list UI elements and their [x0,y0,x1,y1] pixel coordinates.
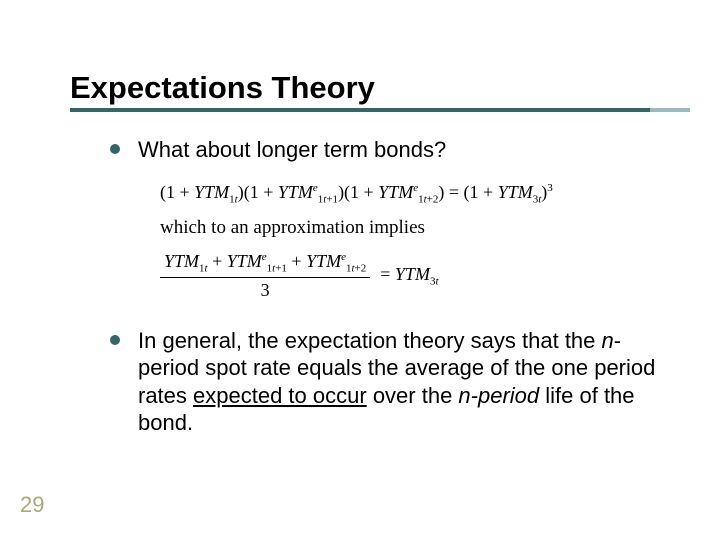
formula-approx-text: which to an approximation implies [160,217,665,239]
bullet-icon [110,144,120,154]
slide-title: Expectations Theory [70,70,375,108]
title-underline-tail [650,108,690,112]
title-block: Expectations Theory [70,70,665,108]
formula-block: (1 + YTM1t)(1 + YTMe1t+1)(1 + YTMe1t+2) … [160,182,665,301]
bullet-2: In general, the expectation theory says … [110,327,665,437]
bullet-icon [110,335,120,345]
formula-rhs: = YTM3t [380,264,438,288]
slide: Expectations Theory What about longer te… [0,0,720,540]
page-number: 29 [20,492,44,518]
title-underline [70,108,650,112]
bullet-1: What about longer term bonds? [110,136,665,164]
bullet-2-p4: expected to occur [193,383,367,408]
formula-line-2: YTM1t + YTMe1t+1 + YTMe1t+2 3 = YTM3t [160,251,665,301]
bullet-2-p2: n [602,328,614,353]
fraction-numerator: YTM1t + YTMe1t+1 + YTMe1t+2 [160,251,370,277]
bullet-2-p1: In general, the expectation theory says … [138,328,602,353]
bullet-1-text: What about longer term bonds? [138,136,446,164]
formula-line-1: (1 + YTM1t)(1 + YTMe1t+1)(1 + YTMe1t+2) … [160,182,665,206]
fraction-denominator: 3 [261,278,270,301]
bullet-2-text: In general, the expectation theory says … [138,327,665,437]
bullet-2-p6: n-period [458,383,539,408]
fraction: YTM1t + YTMe1t+1 + YTMe1t+2 3 [160,251,370,301]
bullet-2-p5: over the [367,383,459,408]
